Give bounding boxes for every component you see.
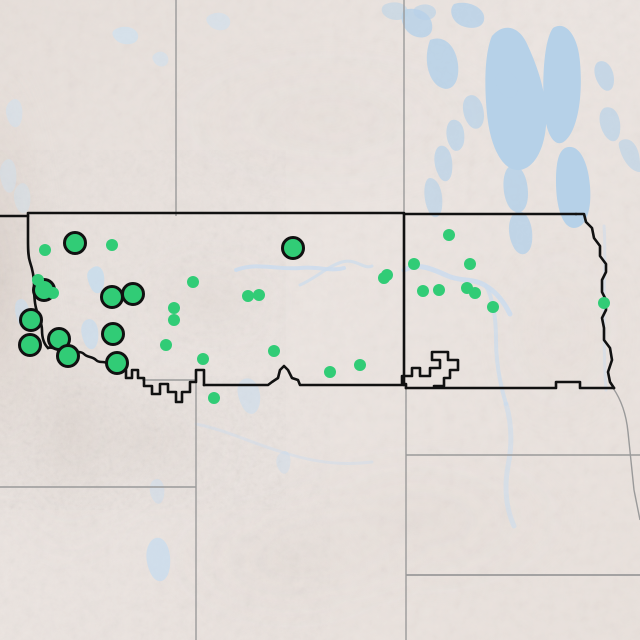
- map-marker-small-occurrence-18[interactable]: [464, 258, 476, 270]
- map-marker-small-occurrence-23[interactable]: [487, 301, 499, 313]
- primary-borders-layer: [0, 211, 616, 404]
- map-marker-small-occurrence-2[interactable]: [32, 274, 44, 286]
- map-marker-small-occurrence-13[interactable]: [208, 392, 220, 404]
- map-marker-small-occurrence-5[interactable]: [168, 302, 180, 314]
- map-marker-large-occurrence-4[interactable]: [121, 282, 145, 306]
- water-layer: [381, 2, 640, 255]
- map-marker-small-occurrence-20[interactable]: [433, 284, 445, 296]
- map-marker-small-occurrence-8[interactable]: [160, 339, 172, 351]
- map-marker-small-occurrence-3[interactable]: [47, 287, 59, 299]
- map-marker-small-occurrence-17[interactable]: [408, 258, 420, 270]
- map-marker-small-occurrence-9[interactable]: [197, 353, 209, 365]
- map-marker-small-occurrence-7[interactable]: [242, 290, 254, 302]
- mountain-texture-south: [0, 400, 300, 640]
- map-marker-large-occurrence-6[interactable]: [18, 333, 42, 357]
- map-marker-small-occurrence-1[interactable]: [106, 239, 118, 251]
- map-marker-large-occurrence-5[interactable]: [19, 308, 43, 332]
- map-marker-large-occurrence-9[interactable]: [101, 322, 125, 346]
- map-marker-large-occurrence-0[interactable]: [63, 231, 87, 255]
- rivers-layer: [0, 12, 608, 582]
- map-marker-small-occurrence-25[interactable]: [253, 289, 265, 301]
- map-marker-small-occurrence-12[interactable]: [354, 359, 366, 371]
- map-marker-small-occurrence-6[interactable]: [168, 314, 180, 326]
- map-marker-small-occurrence-24[interactable]: [598, 297, 610, 309]
- map-marker-small-occurrence-22[interactable]: [469, 287, 481, 299]
- map-marker-small-occurrence-0[interactable]: [39, 244, 51, 256]
- map-marker-small-occurrence-10[interactable]: [268, 345, 280, 357]
- map-marker-small-occurrence-19[interactable]: [417, 285, 429, 297]
- map-marker-large-occurrence-1[interactable]: [281, 236, 305, 260]
- map-marker-large-occurrence-10[interactable]: [105, 351, 129, 375]
- map-marker-small-occurrence-4[interactable]: [187, 276, 199, 288]
- map-marker-large-occurrence-8[interactable]: [56, 344, 80, 368]
- map-marker-small-occurrence-15[interactable]: [381, 269, 393, 281]
- map-marker-small-occurrence-11[interactable]: [324, 366, 336, 378]
- map-marker-small-occurrence-16[interactable]: [443, 229, 455, 241]
